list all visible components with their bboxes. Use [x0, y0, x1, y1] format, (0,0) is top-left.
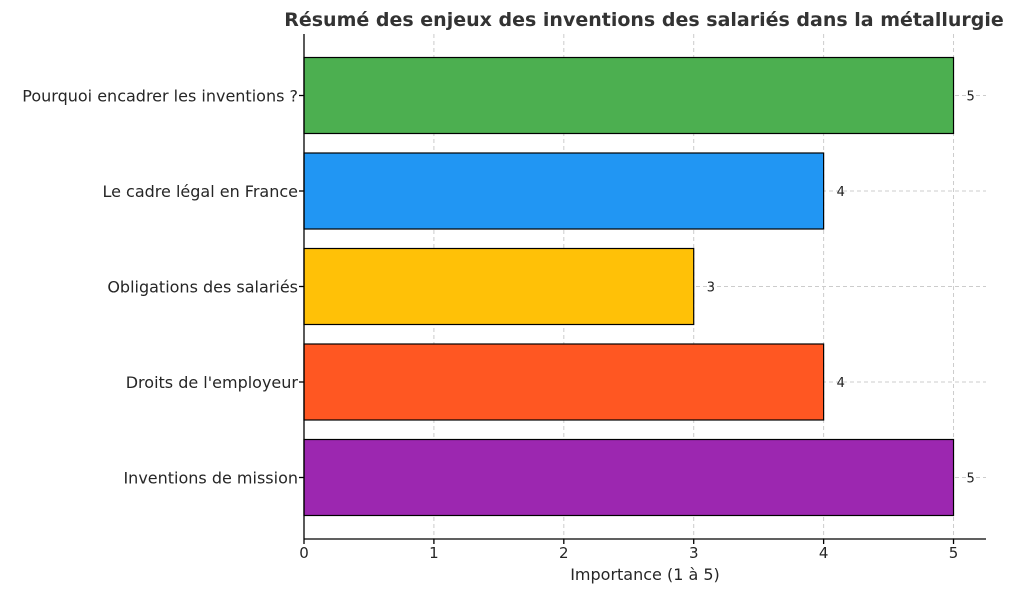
- bar: [303, 247, 695, 326]
- category-label: Le cadre légal en France: [102, 182, 298, 201]
- data-labels: 5 4 3 4 5: [707, 90, 975, 487]
- x-tick-label: 0: [299, 544, 309, 562]
- x-tick-label: 4: [819, 544, 829, 562]
- bar: [303, 56, 955, 135]
- bar-value-label: 5: [967, 472, 975, 487]
- category-labels: Pourquoi encadrer les inventions ? Le cad…: [22, 87, 304, 488]
- bars: [303, 56, 955, 517]
- x-tick-label: 3: [689, 544, 699, 562]
- category-label: Inventions de mission: [123, 469, 298, 488]
- bar-value-label: 4: [837, 185, 845, 200]
- x-tick-label: 2: [559, 544, 569, 562]
- bar: [303, 152, 825, 230]
- x-tick-label: 5: [949, 544, 959, 562]
- category-label: Obligations des salariés: [107, 278, 298, 297]
- x-axis-title: Importance (1 à 5): [570, 565, 720, 584]
- bar-value-label: 3: [707, 281, 715, 296]
- category-label: Pourquoi encadrer les inventions ?: [22, 87, 298, 106]
- x-tick-label: 1: [429, 544, 439, 562]
- chart-title: Résumé des enjeux des inventions des sal…: [284, 9, 1004, 31]
- category-label: Droits de l'employeur: [126, 373, 299, 392]
- bar-value-label: 5: [967, 90, 975, 105]
- x-ticks: 0 1 2 3 4 5: [299, 539, 958, 562]
- bar: [303, 438, 955, 517]
- bar-value-label: 4: [837, 376, 845, 391]
- bar: [303, 343, 825, 421]
